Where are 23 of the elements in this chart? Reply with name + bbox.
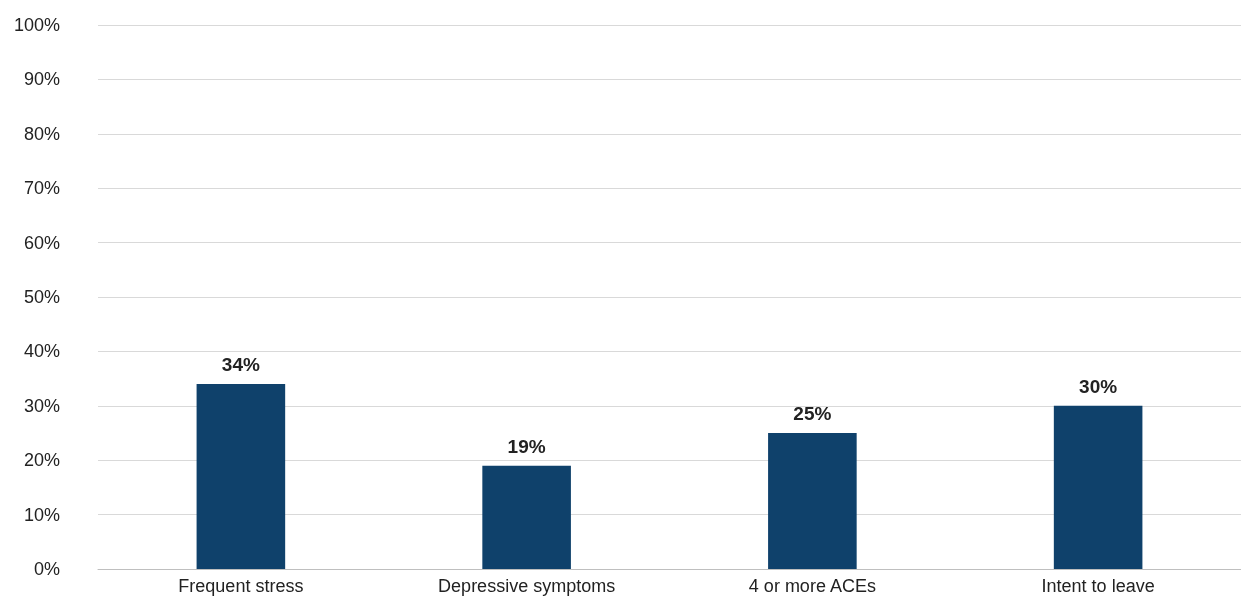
y-tick-label: 90%: [23, 69, 60, 90]
x-tick-label: Frequent stress: [178, 576, 304, 596]
bar: [1053, 405, 1143, 569]
x-tick-label: Intent to leave: [1041, 576, 1155, 596]
y-tick-label: 80%: [23, 123, 60, 144]
x-tick-label: Depressive symptoms: [438, 576, 616, 596]
bar: [482, 465, 571, 569]
y-tick-label: 50%: [23, 287, 60, 307]
y-tick-label: 60%: [23, 232, 60, 253]
bar: [768, 433, 857, 569]
data-label: 30%: [1079, 375, 1118, 397]
y-tick-label: 10%: [23, 504, 60, 525]
y-tick-label: 30%: [23, 395, 60, 416]
y-tick-label: 20%: [23, 450, 60, 471]
y-tick-label: 40%: [23, 341, 60, 362]
data-label: 19%: [507, 435, 546, 457]
y-tick-label: 100%: [13, 15, 60, 35]
bar: [196, 384, 286, 569]
data-label: 25%: [793, 403, 832, 424]
y-tick-label: 0%: [33, 559, 60, 579]
data-label: 34%: [221, 354, 260, 376]
x-tick-label: 4 or more ACEs: [748, 576, 876, 596]
y-tick-label: 70%: [23, 178, 60, 199]
